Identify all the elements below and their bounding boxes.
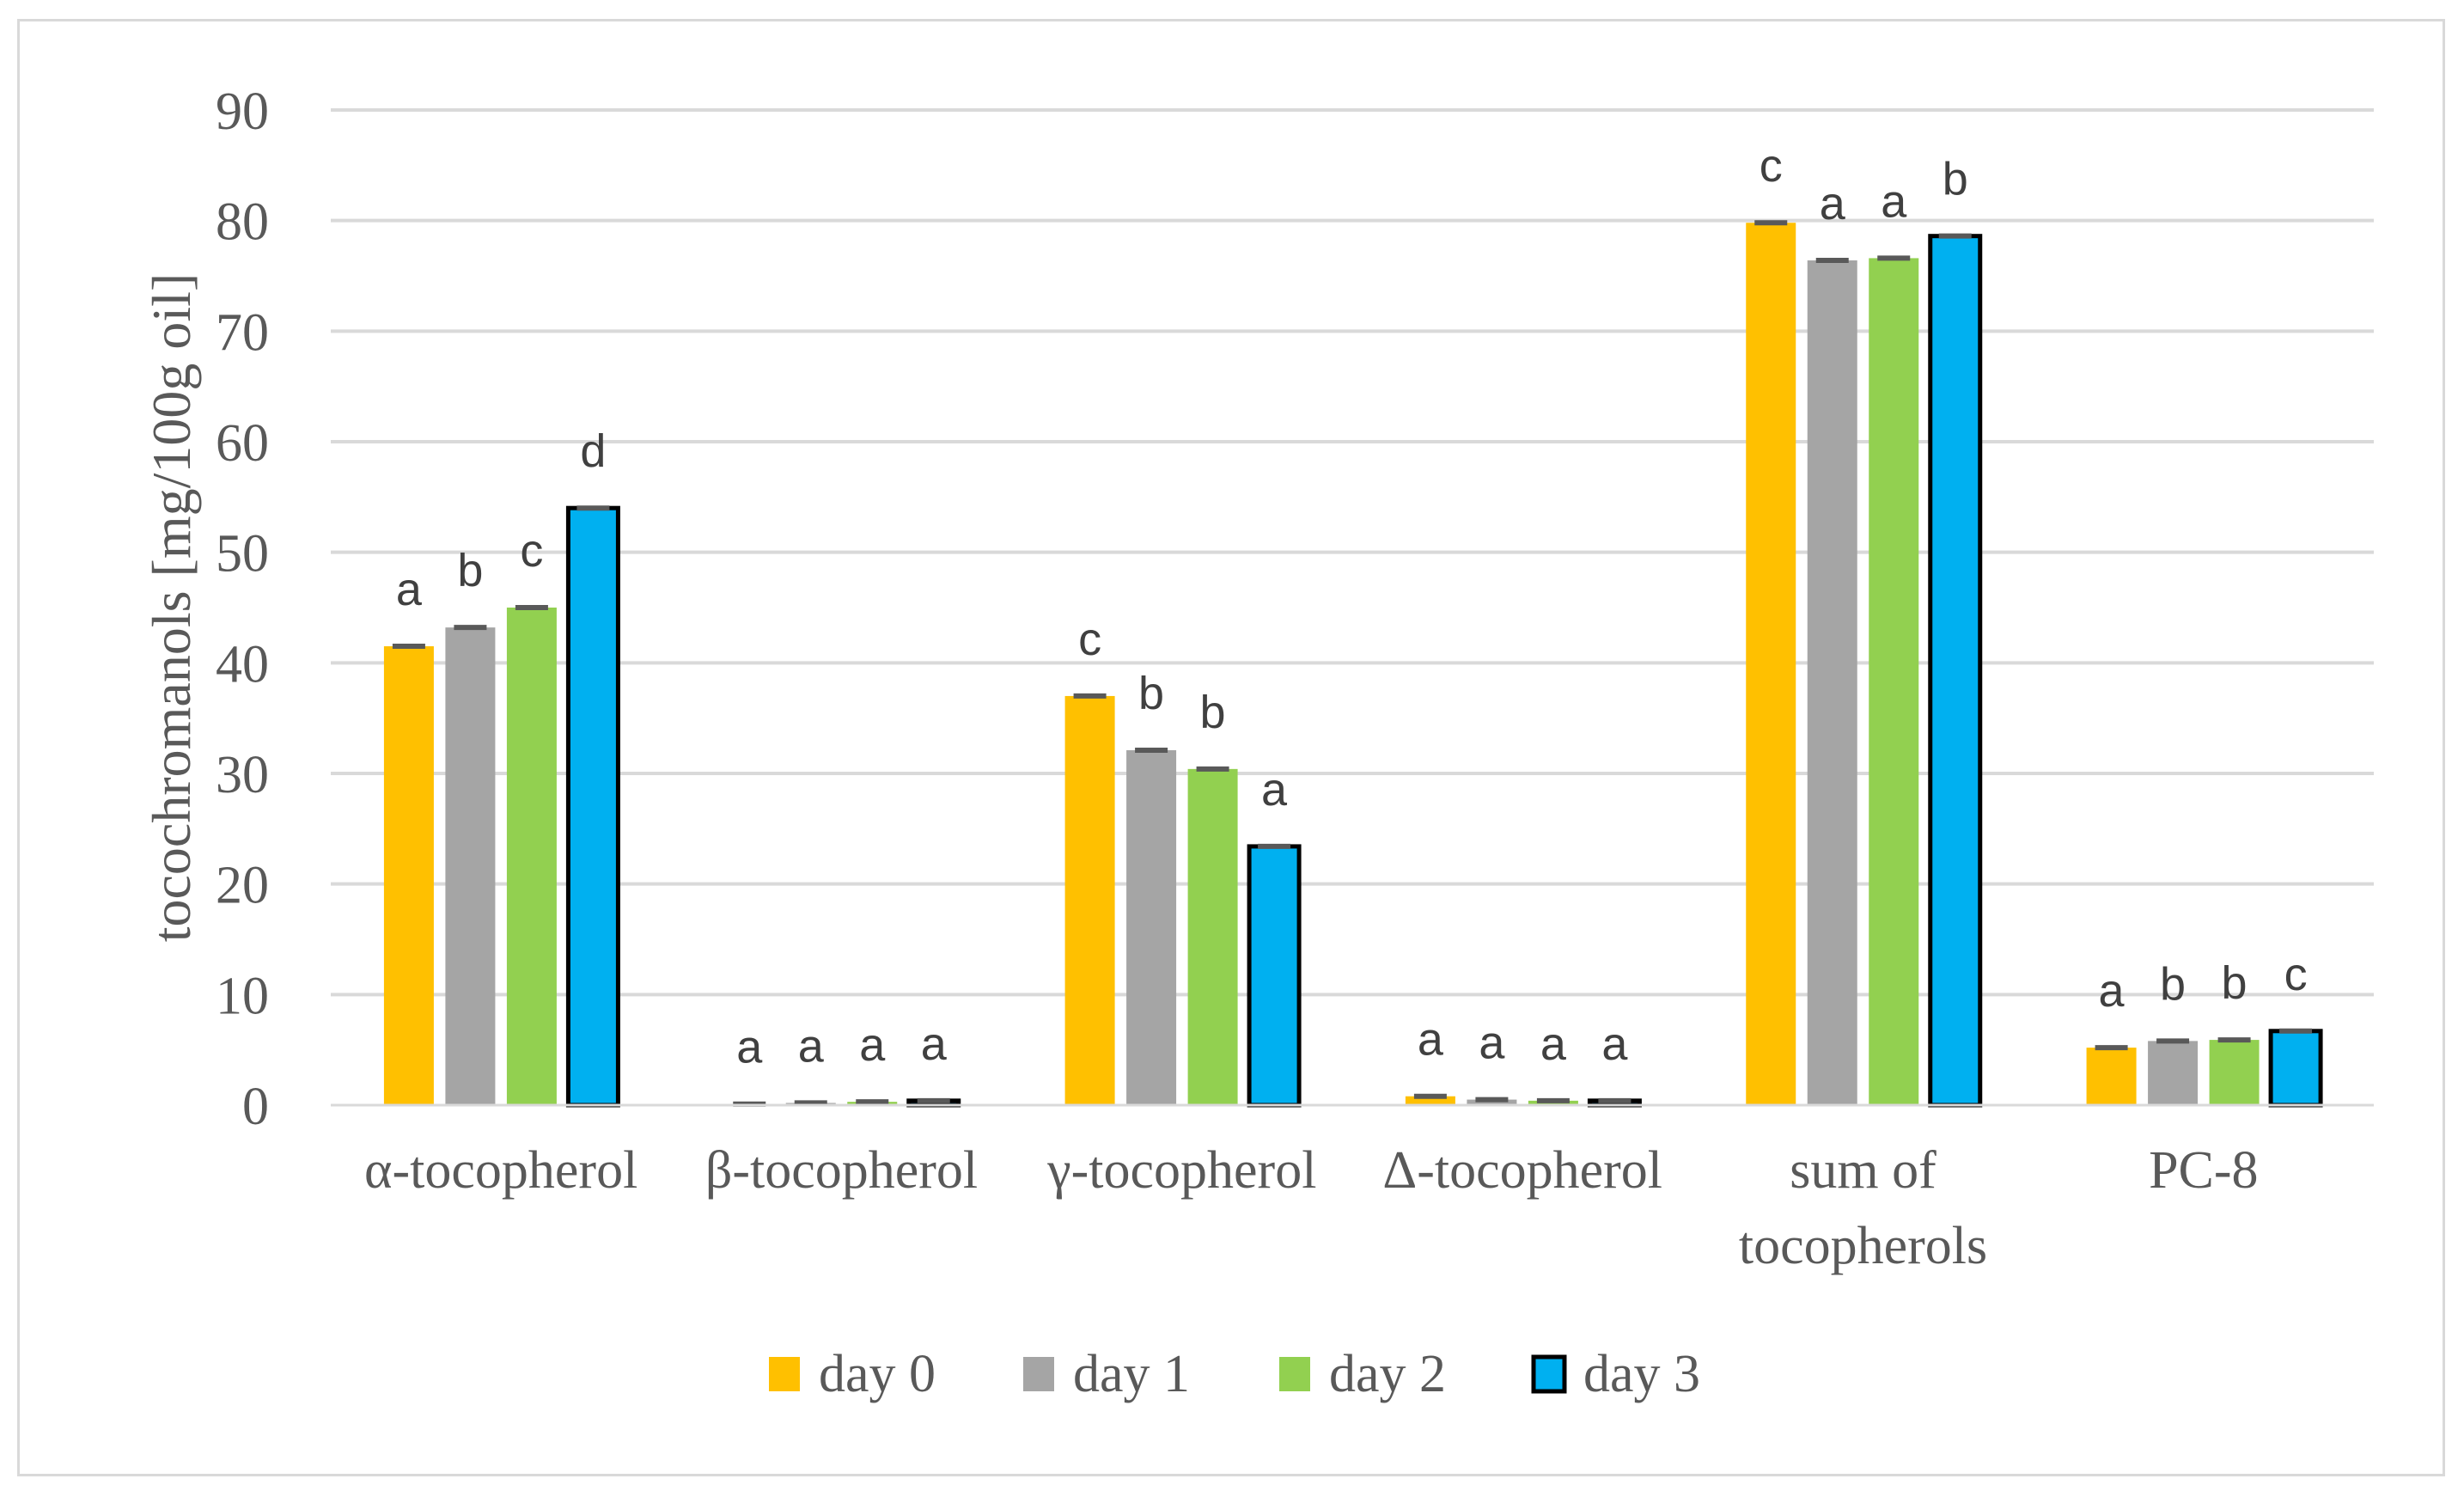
significance-letter: a xyxy=(1418,1014,1444,1066)
significance-letter: b xyxy=(1200,687,1226,738)
y-tick-label: 50 xyxy=(216,525,269,584)
legend-label: day 2 xyxy=(1329,1345,1446,1403)
legend-label: day 0 xyxy=(819,1345,936,1403)
chart-frame: 0 10 20 30 40 50 60 70 80 90 tocochromanols [mg/1… xyxy=(17,19,2445,1476)
significance-letter: a xyxy=(921,1018,948,1070)
x-tick-label: β-tocopherol xyxy=(705,1141,978,1200)
gridlines xyxy=(331,108,2374,997)
bar xyxy=(1064,695,1115,1105)
x-tick-label: Δ-tocopherol xyxy=(1382,1141,1662,1200)
significance-letter: a xyxy=(1820,178,1846,229)
significance-letter: b xyxy=(1138,668,1164,719)
y-tick-label: 20 xyxy=(216,857,269,915)
x-tick-label: PC-8 xyxy=(2149,1141,2258,1200)
legend: day 0 day 1 day 2 day 3 xyxy=(769,1345,1700,1403)
significance-letter: c xyxy=(1078,614,1101,665)
bar xyxy=(1746,223,1796,1105)
bar xyxy=(1869,258,1919,1105)
x-tick-label: tocopherols xyxy=(1739,1217,1987,1275)
bar xyxy=(506,608,557,1105)
bar xyxy=(1467,1099,1517,1105)
y-tick-label: 0 xyxy=(242,1078,269,1136)
significance-letter: a xyxy=(736,1022,763,1073)
y-tick-label: 90 xyxy=(216,82,269,141)
x-tick-label: α-tocopherol xyxy=(364,1141,637,1200)
bar xyxy=(1187,768,1238,1105)
bar xyxy=(1405,1096,1455,1105)
bar xyxy=(1807,260,1857,1105)
bar xyxy=(565,505,620,1108)
bar xyxy=(1928,234,1983,1108)
significance-letter: c xyxy=(1760,140,1783,192)
bar-chart: 0 10 20 30 40 50 60 70 80 90 tocochromanols [mg/1… xyxy=(141,82,2374,1403)
x-tick-label: sum of xyxy=(1790,1141,1936,1200)
bar xyxy=(445,627,496,1105)
y-tick-label: 70 xyxy=(216,303,269,362)
x-tick-label: γ-tocopherol xyxy=(1046,1141,1316,1200)
legend-label: day 1 xyxy=(1073,1345,1190,1403)
significance-letter: d xyxy=(580,425,606,477)
bar xyxy=(1126,749,1177,1105)
significance-letter: a xyxy=(2099,965,2126,1017)
significance-letter: c xyxy=(2284,949,2308,1000)
y-axis-label: tocochromanols [mg/100g oil] xyxy=(141,273,202,943)
legend-swatch xyxy=(1531,1354,1567,1394)
significance-letter: b xyxy=(1943,154,1968,205)
significance-letter: a xyxy=(1540,1018,1567,1070)
significance-letter: a xyxy=(798,1020,825,1072)
bar xyxy=(383,646,434,1105)
legend-swatch xyxy=(1023,1357,1054,1391)
x-axis-categories: α-tocopherol β-tocopherol γ-tocopherol Δ-to… xyxy=(364,1141,2259,1275)
significance-letter: a xyxy=(859,1019,886,1071)
bar xyxy=(2148,1041,2199,1105)
significance-letter: b xyxy=(2160,958,2186,1010)
bar xyxy=(2086,1048,2137,1105)
significance-letter: a xyxy=(396,564,423,615)
y-axis-ticks: 0 10 20 30 40 50 60 70 80 90 xyxy=(216,82,269,1136)
legend-label: day 3 xyxy=(1583,1345,1700,1403)
y-tick-label: 10 xyxy=(216,967,269,1025)
y-tick-label: 60 xyxy=(216,414,269,473)
legend-swatch xyxy=(769,1357,800,1391)
significance-letter: a xyxy=(1479,1017,1505,1069)
bar xyxy=(2268,1029,2323,1108)
y-tick-label: 40 xyxy=(216,635,269,694)
significance-letters: a b cda a a acb baa a a aca a ba b b c xyxy=(396,140,2308,1072)
legend-swatch xyxy=(1279,1357,1310,1391)
bar xyxy=(2209,1040,2260,1105)
bar xyxy=(1247,844,1302,1108)
significance-letter: a xyxy=(1261,764,1288,816)
significance-letter: b xyxy=(457,545,483,596)
y-tick-label: 30 xyxy=(216,746,269,804)
significance-letter: a xyxy=(1881,175,1907,227)
significance-letter: b xyxy=(2222,957,2247,1009)
significance-letter: c xyxy=(520,525,543,577)
significance-letter: a xyxy=(1601,1018,1628,1070)
y-tick-label: 80 xyxy=(216,193,269,252)
